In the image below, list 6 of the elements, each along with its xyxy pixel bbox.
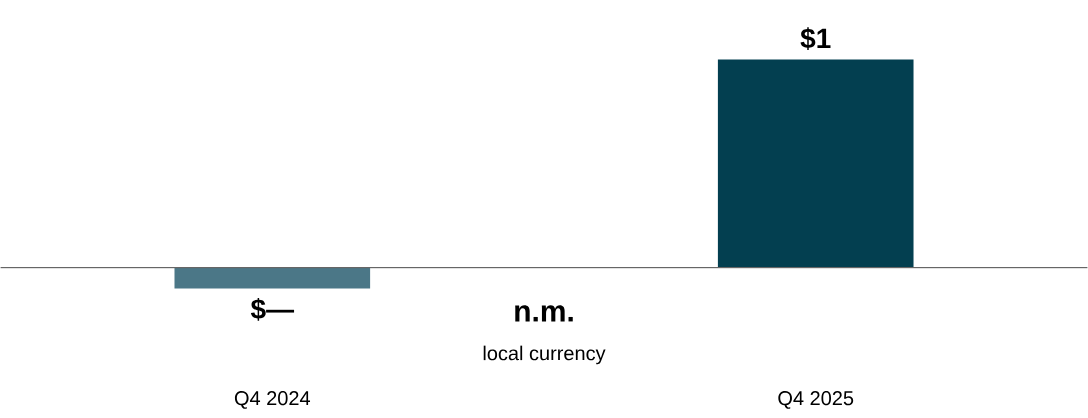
x-tick-label: Q4 2024 [234,391,311,410]
data-label: $— [250,298,295,321]
x-tick-label: Q4 2025 [778,391,854,410]
data-label: $1 [800,27,831,51]
text: n.m. [515,305,573,322]
text: local currency [483,345,606,365]
